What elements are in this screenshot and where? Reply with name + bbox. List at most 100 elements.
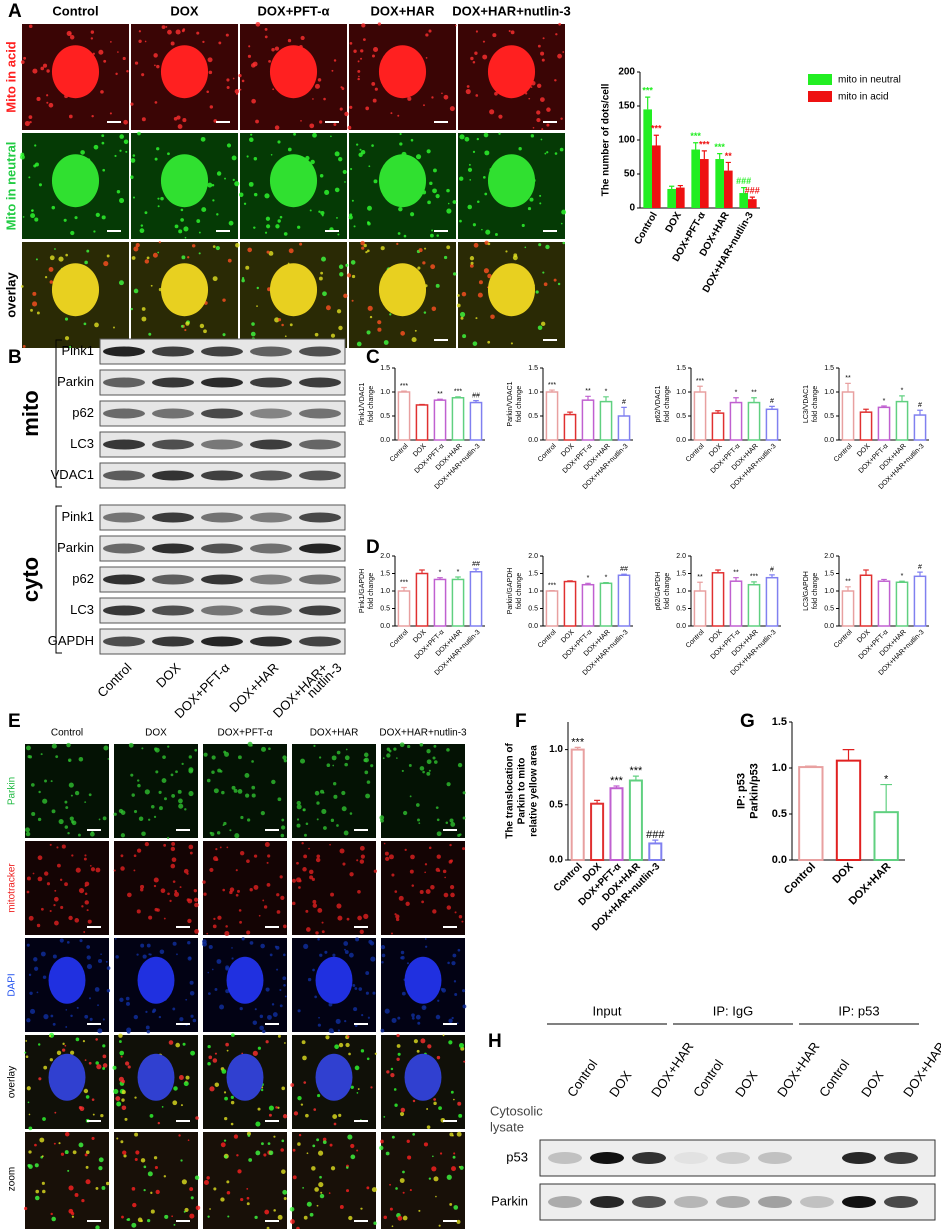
speckle (154, 101, 158, 104)
speckle (326, 763, 331, 768)
speckle (316, 854, 321, 859)
speckle (70, 1050, 75, 1055)
speckle (130, 175, 134, 179)
speckle (224, 1155, 228, 1159)
micrograph (114, 841, 198, 935)
speckle (498, 132, 501, 135)
speckle (203, 892, 207, 896)
speckle (407, 1155, 412, 1160)
speckle (214, 1052, 217, 1055)
speckle (54, 1111, 57, 1114)
speckle (456, 303, 461, 308)
speckle (299, 242, 303, 246)
speckle (201, 207, 207, 213)
speckle (46, 69, 50, 73)
band (103, 636, 145, 647)
y-axis-label: relative yellow area (529, 745, 540, 837)
speckle (264, 27, 268, 31)
speckle (432, 1155, 434, 1158)
speckle (227, 1215, 230, 1218)
speckle (345, 748, 348, 751)
y-tick-label: 0.5 (380, 605, 390, 612)
speckle (253, 884, 259, 890)
speckle (538, 243, 542, 247)
speckle (367, 205, 372, 211)
speckle (26, 745, 31, 751)
speckle (431, 229, 434, 232)
speckle (98, 1165, 103, 1171)
error-bar (419, 569, 425, 574)
speckle (358, 75, 360, 78)
speckle (436, 1055, 441, 1060)
speckle (529, 197, 534, 202)
lane-label: DOX (606, 1068, 635, 1100)
significance: # (622, 399, 626, 406)
speckle (146, 256, 150, 260)
speckle (183, 868, 189, 874)
speckle (426, 749, 431, 754)
speckle (342, 862, 346, 866)
error-bar (717, 153, 723, 160)
speckle (78, 1142, 84, 1148)
y-tick-label: 0.0 (772, 854, 787, 866)
speckle (239, 850, 245, 856)
speckle (255, 119, 259, 124)
speckle (512, 255, 518, 261)
speckle (248, 1158, 253, 1162)
band (152, 346, 194, 357)
significance: *** (750, 574, 758, 581)
speckle (541, 58, 545, 62)
speckle (319, 1175, 322, 1179)
speckle (539, 194, 542, 197)
speckle (332, 953, 336, 957)
speckle (87, 919, 92, 924)
bar (433, 578, 447, 627)
y-tick-label: 0.0 (549, 855, 563, 866)
nucleus (160, 45, 209, 99)
speckle (213, 917, 216, 921)
speckle (554, 152, 558, 155)
speckle (296, 800, 301, 806)
speckle (369, 941, 375, 946)
speckle (138, 816, 144, 821)
speckle (209, 867, 214, 873)
y-axis-label: IP: p53 (736, 773, 748, 809)
micrograph (25, 841, 109, 935)
speckle (546, 151, 549, 154)
speckle (360, 49, 364, 53)
speckle (337, 233, 340, 236)
speckle (284, 995, 287, 998)
speckle (313, 1108, 317, 1111)
speckle (277, 1106, 280, 1109)
band (201, 408, 243, 419)
bar (841, 391, 855, 441)
speckle (297, 1095, 302, 1101)
speckle (264, 35, 268, 39)
speckle (377, 320, 382, 325)
speckle (257, 1107, 261, 1111)
significance: *** (714, 142, 725, 152)
speckle (207, 57, 213, 63)
bar (693, 590, 707, 627)
x-tick-label: DOX (412, 629, 428, 645)
speckle (268, 60, 271, 63)
speckle (451, 1166, 456, 1172)
speckle (220, 1197, 225, 1202)
band (590, 1196, 624, 1208)
speckle (66, 30, 72, 37)
nucleus (269, 154, 318, 208)
speckle (194, 902, 199, 908)
speckle (521, 223, 525, 228)
speckle (346, 273, 352, 278)
speckle (154, 64, 156, 67)
speckle (484, 150, 490, 156)
bar (397, 391, 411, 441)
significance: *** (400, 383, 408, 390)
band (716, 1196, 750, 1208)
y-tick-label: 1.5 (380, 570, 390, 577)
error-bar (863, 408, 869, 413)
speckle (143, 1189, 146, 1192)
nucleus (378, 263, 427, 317)
speckle (367, 1016, 370, 1019)
speckle (208, 1055, 213, 1060)
